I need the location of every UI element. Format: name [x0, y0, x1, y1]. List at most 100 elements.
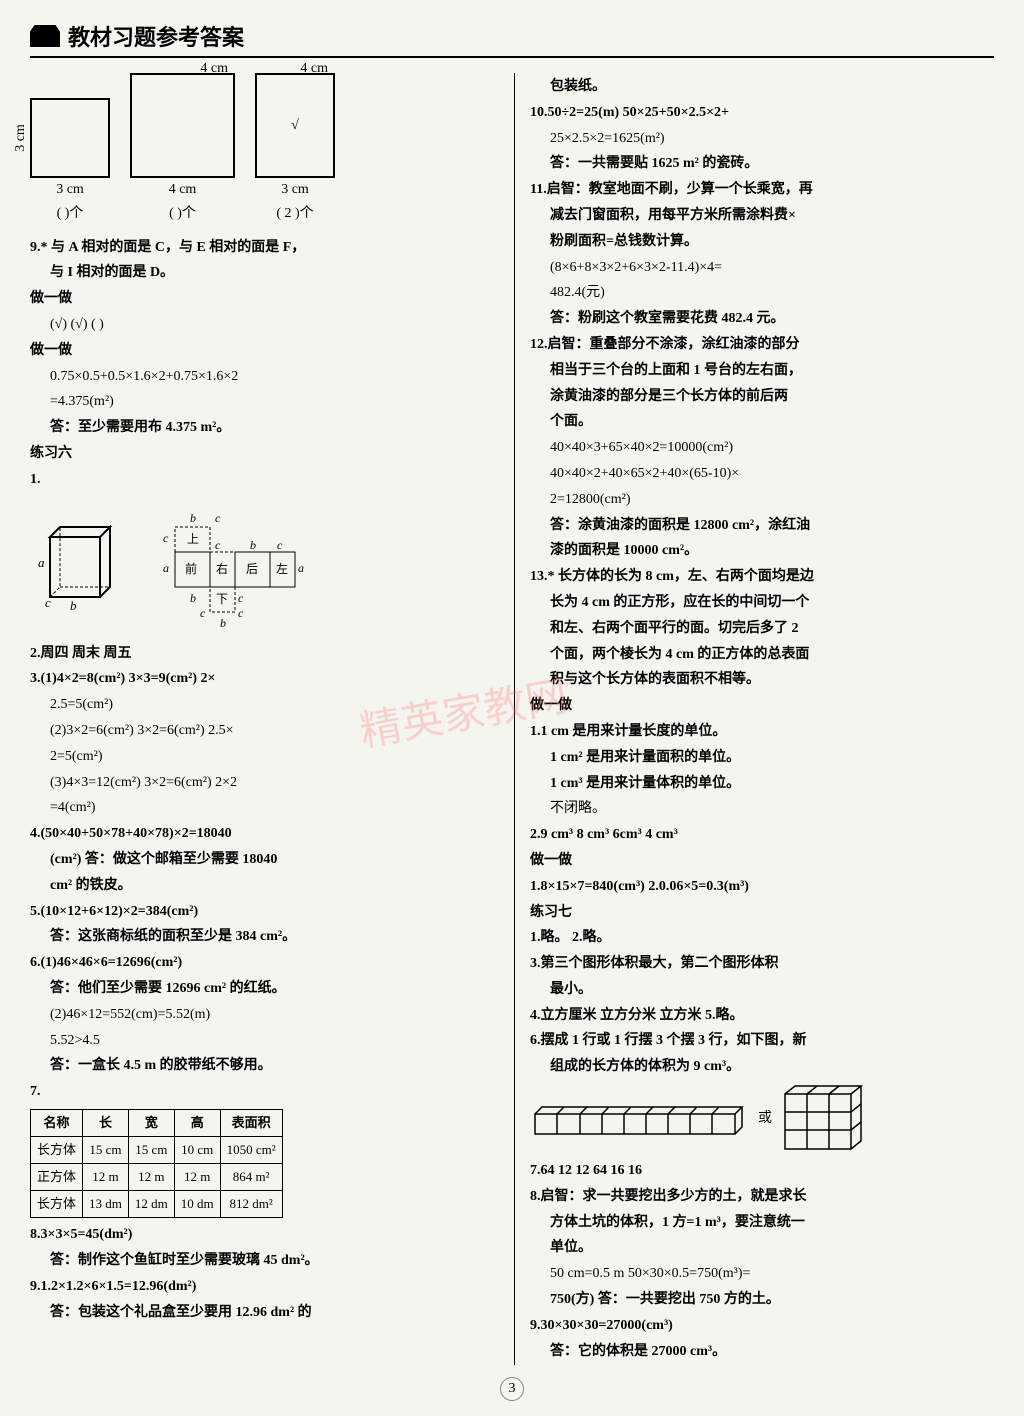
lx7: 练习七 [530, 901, 994, 925]
svg-text:下: 下 [216, 592, 228, 606]
r-0: 包装纸。 [530, 75, 994, 99]
table-row: 正方体 12 m 12 m 12 m 864 m² [31, 1164, 283, 1191]
l-9b: 与 I 相对的面是 D。 [30, 261, 494, 285]
r-11e: 482.4(元) [530, 281, 994, 305]
svg-text:后: 后 [246, 562, 258, 576]
svg-text:c: c [163, 531, 169, 545]
box-2-count: ( )个 [130, 202, 235, 226]
lx6-8a: 8.3×3×5=45(dm²) [30, 1223, 494, 1247]
lx6-3c: (2)3×2=6(cm²) 3×2=6(cm²) 2.5× [30, 719, 494, 743]
box-2-height: 4 cm [200, 57, 228, 81]
r-10c: 答：一共需要贴 1625 m² 的瓷砖。 [530, 152, 994, 176]
lx6-9a: 9.1.2×1.2×6×1.5=12.96(dm²) [30, 1275, 494, 1299]
r-12d: 个面。 [530, 410, 994, 434]
zuo1: 做一做 [30, 287, 494, 311]
lx6-1: 1. [30, 468, 494, 492]
td: 10 cm [174, 1137, 220, 1164]
lx7-9a: 9.30×30×30=27000(cm³) [530, 1314, 994, 1338]
lx6-4c: cm² 的铁皮。 [30, 874, 494, 898]
box-3-height: 4 cm [300, 57, 328, 81]
r-11c: 粉刷面积=总钱数计算。 [530, 230, 994, 254]
td: 864 m² [220, 1164, 282, 1191]
td: 15 cm [128, 1137, 174, 1164]
r-12f: 40×40×2+40×65×2+40×(65-10)× [530, 462, 994, 486]
r-12a: 12.启智：重叠部分不涂漆，涂红油漆的部分 [530, 333, 994, 357]
td: 1050 cm² [220, 1137, 282, 1164]
box-3: 4 cm √ 3 cm ( 2 )个 [255, 73, 335, 226]
td: 12 m [128, 1164, 174, 1191]
svg-text:c: c [200, 606, 206, 620]
zuo3c: 1 cm³ 是用来计量体积的单位。 [530, 772, 994, 796]
unfold-diagram: 上 前 右 后 左 下 b c c a a b c b b c c c c [135, 502, 355, 632]
svg-text:b: b [190, 511, 196, 525]
td: 812 dm² [220, 1191, 282, 1218]
zuo3e: 2.9 cm³ 8 cm³ 6cm³ 4 cm³ [530, 823, 994, 847]
svg-text:a: a [38, 555, 45, 570]
lx6-6a: 6.(1)46×46×6=12696(cm²) [30, 951, 494, 975]
td: 长方体 [31, 1137, 83, 1164]
r-12c: 涂黄油漆的部分是三个长方体的前后两 [530, 385, 994, 409]
page-header: 教材习题参考答案 [30, 20, 994, 58]
zuo2a: 0.75×0.5+0.5×1.6×2+0.75×1.6×2 [30, 365, 494, 389]
lx7-8d: 50 cm=0.5 m 50×30×0.5=750(m³)= [530, 1262, 994, 1286]
td: 12 m [83, 1164, 129, 1191]
lx7-7: 7.64 12 12 64 16 16 [530, 1159, 994, 1183]
lx6-3f: =4(cm²) [30, 796, 494, 820]
lx7-6b: 组成的长方体的体积为 9 cm³。 [530, 1055, 994, 1079]
blocks-3x3-icon [780, 1084, 870, 1154]
svg-text:左: 左 [276, 561, 288, 576]
lx7-3b: 最小。 [530, 978, 994, 1002]
td: 长方体 [31, 1191, 83, 1218]
r-13e: 积与这个长方体的表面积不相等。 [530, 668, 994, 692]
svg-text:b: b [220, 616, 226, 630]
box-3-count: ( 2 )个 [255, 202, 335, 226]
svg-text:b: b [250, 538, 256, 552]
table-row: 长方体 15 cm 15 cm 10 cm 1050 cm² [31, 1137, 283, 1164]
box-3-mark: √ [291, 114, 299, 138]
td: 12 dm [128, 1191, 174, 1218]
zuo2c: 答：至少需要用布 4.375 m²。 [30, 416, 494, 440]
r-11f: 答：粉刷这个教室需要花费 482.4 元。 [530, 307, 994, 331]
r-13d: 个面，两个棱长为 4 cm 的正方体的总表面 [530, 643, 994, 667]
td: 15 cm [83, 1137, 129, 1164]
svg-text:b: b [70, 598, 77, 612]
table-7: 名称 长 宽 高 表面积 长方体 15 cm 15 cm 10 cm 1050 … [30, 1109, 283, 1218]
lx6-3b: 2.5=5(cm²) [30, 693, 494, 717]
page-number: 3 [500, 1377, 524, 1401]
lx6-5a: 5.(10×12+6×12)×2=384(cm²) [30, 900, 494, 924]
th-3: 高 [174, 1109, 220, 1136]
r-11d: (8×6+8×3×2+6×3×2-11.4)×4= [530, 256, 994, 280]
td: 13 dm [83, 1191, 129, 1218]
or-text: 或 [758, 1107, 772, 1131]
zuo4a: 1.8×15×7=840(cm³) 2.0.06×5=0.3(m³) [530, 875, 994, 899]
lx7-8e: 750(方) 答：一共要挖出 750 方的土。 [530, 1288, 994, 1312]
lx7-8c: 单位。 [530, 1236, 994, 1260]
lx6-3e: (3)4×3=12(cm²) 3×2=6(cm²) 2×2 [30, 771, 494, 795]
content-columns: 3 cm 3 cm ( )个 4 cm 4 cm ( )个 4 cm √ 3 c… [30, 73, 994, 1365]
zuo3: 做一做 [530, 694, 994, 718]
box-1-height: 3 cm [9, 124, 33, 152]
svg-text:a: a [163, 561, 169, 575]
lx6-6b: 答：他们至少需要 12696 cm² 的红纸。 [30, 977, 494, 1001]
svg-text:c: c [45, 595, 51, 610]
td: 10 dm [174, 1191, 220, 1218]
r-10a: 10.50÷2=25(m) 50×25+50×2.5×2+ [530, 101, 994, 125]
zuo2b: =4.375(m²) [30, 390, 494, 414]
zuo1a: (√) (√) ( ) [30, 313, 494, 337]
lx6-3a: 3.(1)4×2=8(cm²) 3×3=9(cm²) 2× [30, 667, 494, 691]
lx6-6e: 答：一盒长 4.5 m 的胶带纸不够用。 [30, 1054, 494, 1078]
cube-3d-icon: a b c [30, 522, 120, 612]
table-row: 长方体 13 dm 12 dm 10 dm 812 dm² [31, 1191, 283, 1218]
cube-unfold-diagram: a b c 上 前 右 后 左 下 b c c a a [30, 502, 494, 632]
th-4: 表面积 [220, 1109, 282, 1136]
td: 12 m [174, 1164, 220, 1191]
lx6: 练习六 [30, 442, 494, 466]
td: 正方体 [31, 1164, 83, 1191]
lx7-3a: 3.第三个图形体积最大，第二个图形体积 [530, 952, 994, 976]
th-2: 宽 [128, 1109, 174, 1136]
svg-text:a: a [298, 561, 304, 575]
svg-text:c: c [215, 511, 221, 525]
header-icon [30, 25, 60, 47]
lx7-8a: 8.启智：求一共要挖出多少方的土，就是求长 [530, 1185, 994, 1209]
r-10b: 25×2.5×2=1625(m²) [530, 127, 994, 151]
